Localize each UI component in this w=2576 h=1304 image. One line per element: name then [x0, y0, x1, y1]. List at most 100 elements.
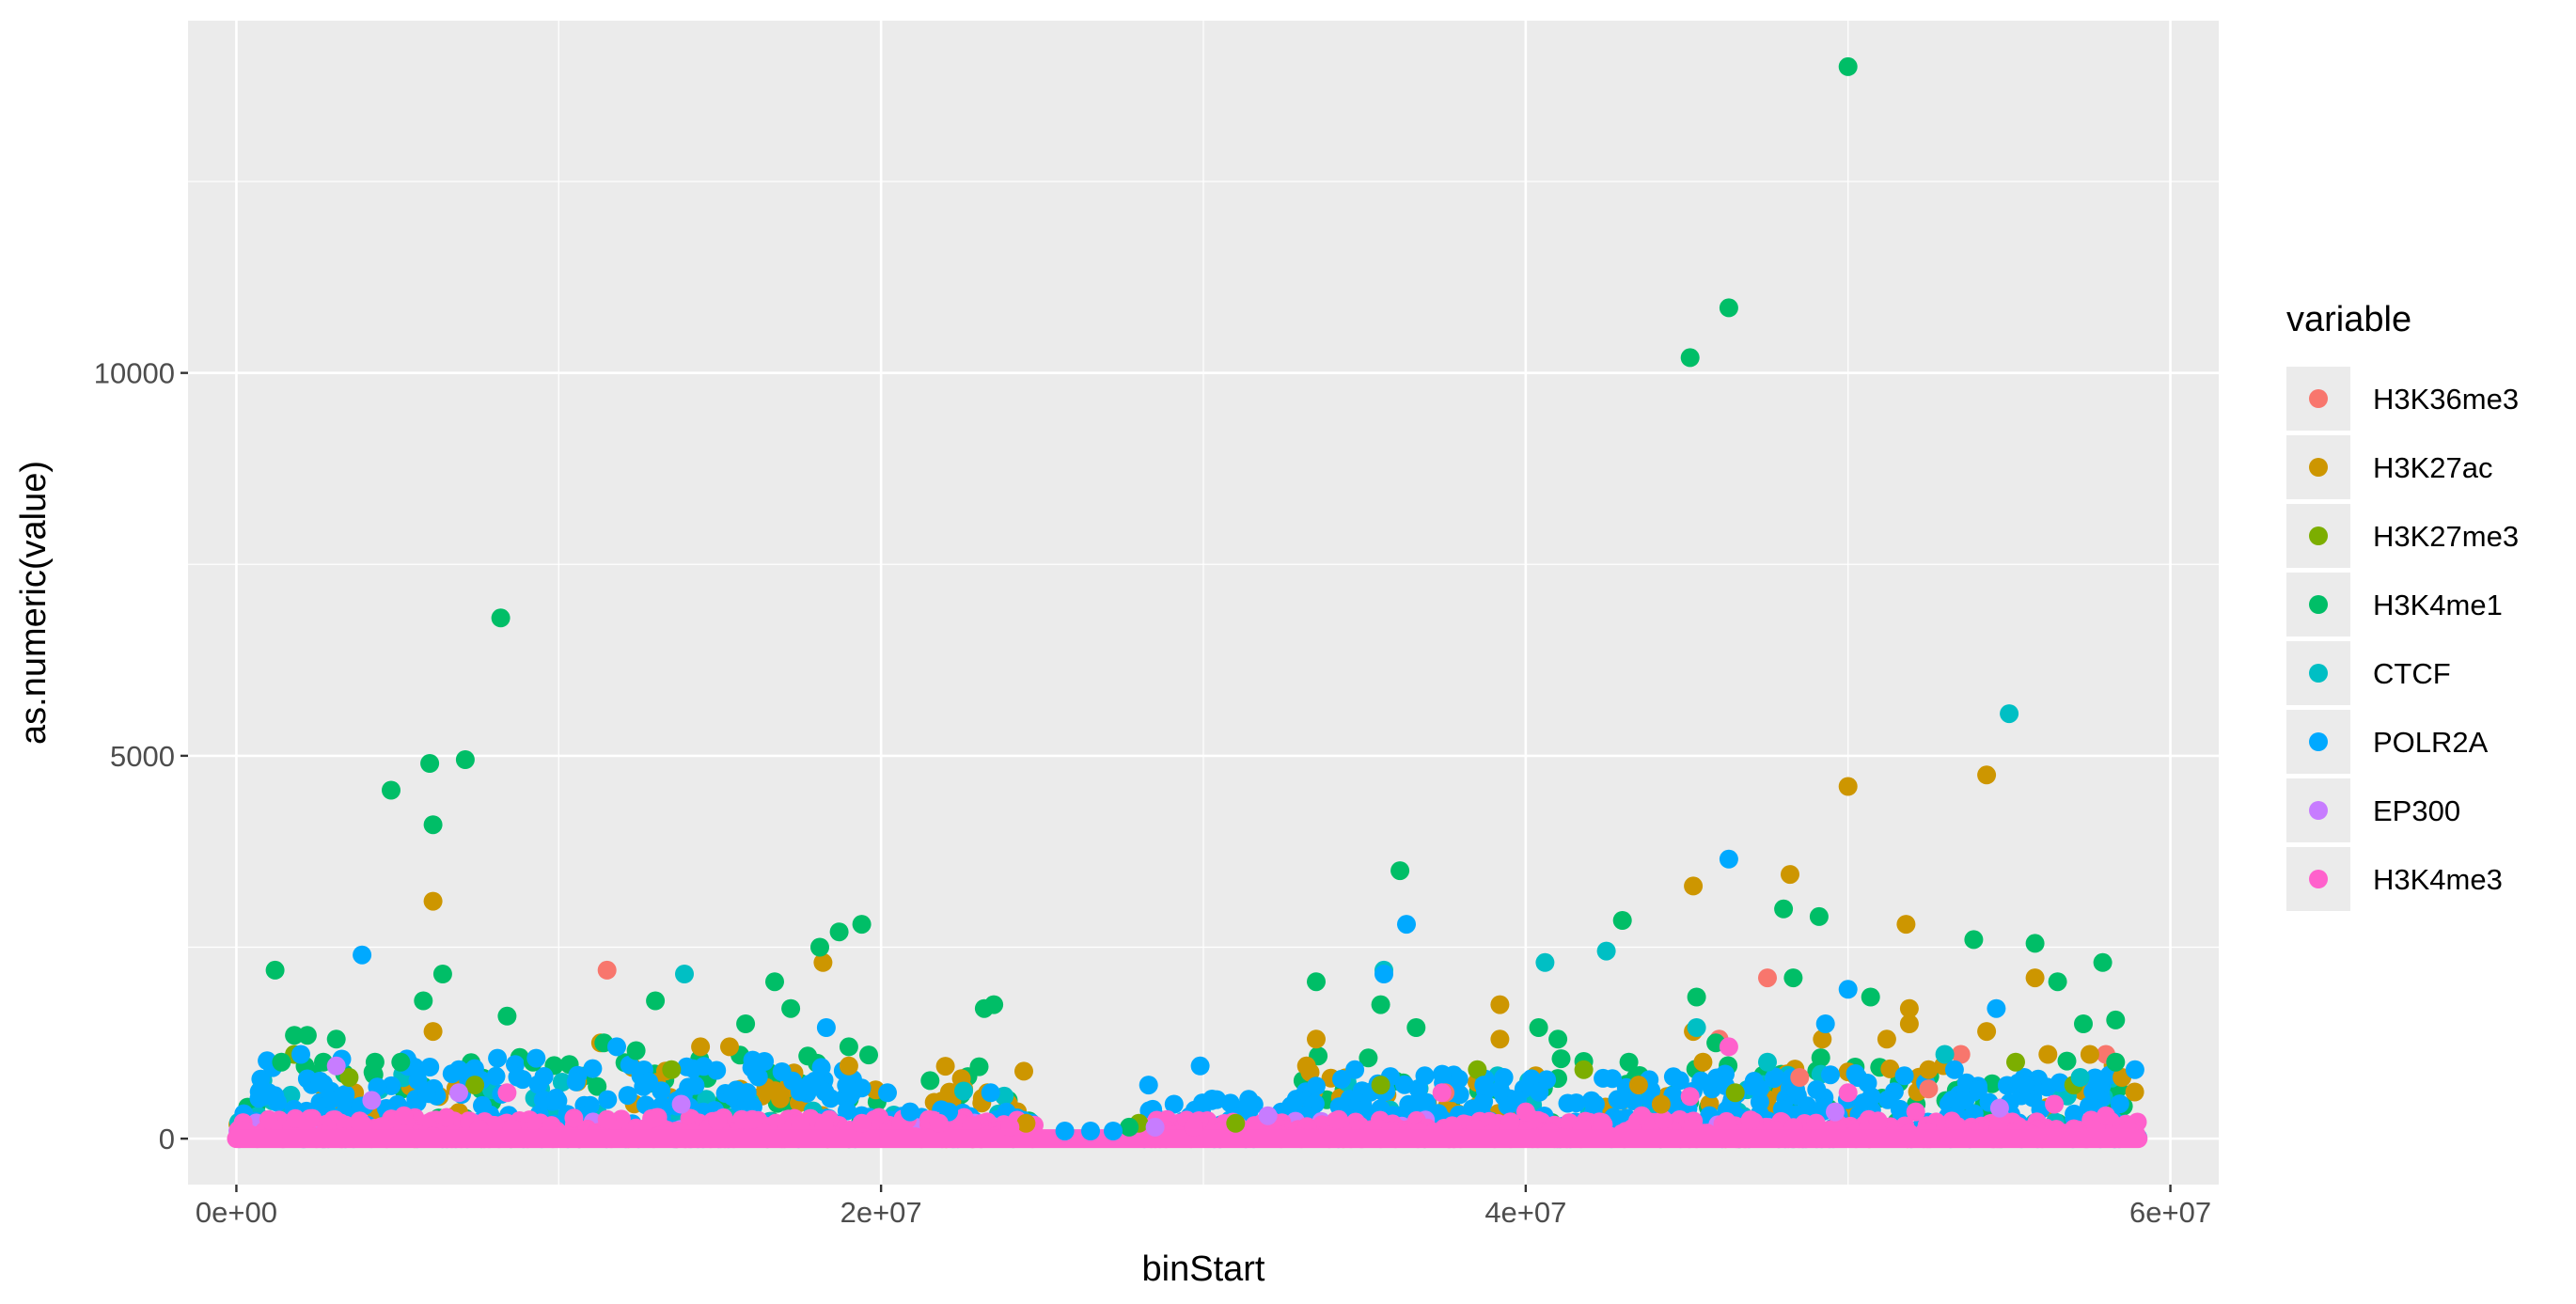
- data-point-polr2a: [1397, 915, 1416, 935]
- data-point-h3k4me1: [1811, 1048, 1830, 1068]
- data-point-polr2a: [1450, 1085, 1469, 1105]
- data-point-polr2a: [473, 1095, 492, 1115]
- data-point-ctcf: [1758, 1052, 1777, 1072]
- legend-item-h3k4me3: H3K4me3: [2286, 847, 2503, 911]
- data-point-polr2a: [508, 1067, 527, 1087]
- data-point-polr2a: [321, 1090, 340, 1109]
- data-point-h3k4me1: [2106, 1052, 2126, 1072]
- data-point-polr2a: [2080, 1096, 2098, 1116]
- data-point-polr2a: [1473, 1094, 1492, 1114]
- x-tick-label: 4e+07: [1484, 1196, 1566, 1229]
- data-point-h3k36me3: [1919, 1079, 1939, 1099]
- legend: variable H3K36me3 H3K27ac H3K27me3 H3K4me1 C…: [2286, 300, 2519, 911]
- data-point-polr2a: [464, 1059, 484, 1078]
- data-point-h3k4me3: [497, 1083, 517, 1103]
- data-point-ep300: [1145, 1117, 1165, 1137]
- legend-key-dot: [2309, 389, 2328, 408]
- data-point-polr2a: [486, 1066, 506, 1086]
- data-point-h3k27ac: [1628, 1076, 1648, 1095]
- data-point-h3k4me3: [1906, 1102, 1925, 1122]
- data-point-h3k4me3: [929, 1113, 949, 1133]
- data-point-h3k27ac: [2038, 1045, 2058, 1064]
- data-point-polr2a: [1608, 1090, 1627, 1109]
- data-point-polr2a: [1585, 1094, 1605, 1114]
- legend-key-dot: [2309, 870, 2328, 888]
- data-point-h3k4me1: [765, 972, 784, 992]
- data-point-polr2a: [783, 1071, 803, 1091]
- data-point-h3k4me3: [2097, 1106, 2115, 1125]
- data-point-polr2a: [1055, 1122, 1075, 1140]
- data-point-ep300: [449, 1083, 468, 1103]
- y-tick-label: 10000: [94, 357, 175, 390]
- data-point-h3k27ac: [1977, 765, 1997, 785]
- data-point-h3k27ac: [839, 1056, 858, 1076]
- data-point-polr2a: [382, 1076, 401, 1095]
- data-point-polr2a: [598, 1090, 618, 1109]
- data-point-h3k4me1: [432, 965, 452, 983]
- data-point-polr2a: [1719, 849, 1738, 869]
- data-point-h3k4me3: [1516, 1102, 1535, 1122]
- data-point-polr2a: [1815, 1014, 1835, 1033]
- data-point-h3k4me1: [969, 1057, 989, 1076]
- data-point-h3k27ac: [771, 1089, 790, 1108]
- data-point-h3k27ac: [1693, 1052, 1713, 1072]
- data-point-polr2a: [405, 1058, 425, 1077]
- data-point-polr2a: [1433, 1064, 1452, 1084]
- legend-label: POLR2A: [2373, 726, 2489, 759]
- legend-label: CTCF: [2373, 657, 2451, 690]
- data-point-h3k4me3: [1806, 1113, 1826, 1133]
- data-point-h3k4me1: [414, 991, 433, 1011]
- legend-key-dot: [2309, 801, 2328, 820]
- data-point-h3k4me1: [1120, 1117, 1139, 1137]
- data-point-h3k4me1: [2106, 1010, 2126, 1029]
- data-point-h3k4me1: [1680, 348, 1700, 368]
- data-point-polr2a: [1345, 1060, 1365, 1079]
- data-point-h3k27ac: [1684, 876, 1704, 896]
- data-point-polr2a: [1081, 1122, 1100, 1140]
- legend-key-dot: [2309, 664, 2328, 683]
- data-point-h3k27ac: [1651, 1094, 1671, 1114]
- data-point-h3k4me1: [810, 937, 829, 957]
- data-point-polr2a: [1766, 1067, 1785, 1087]
- legend-label: H3K4me3: [2373, 863, 2503, 896]
- data-point-h3k4me1: [1838, 56, 1858, 76]
- data-point-polr2a: [618, 1086, 637, 1106]
- data-point-h3k27ac: [1896, 915, 1916, 935]
- data-point-polr2a: [2125, 1060, 2144, 1079]
- data-point-polr2a: [1164, 1094, 1184, 1114]
- data-point-h3k4me1: [852, 915, 872, 935]
- legend-title: variable: [2286, 300, 2411, 339]
- data-point-polr2a: [420, 1058, 440, 1076]
- data-point-polr2a: [1530, 1082, 1549, 1102]
- data-point-h3k27ac: [1490, 1029, 1510, 1049]
- data-point-polr2a: [1490, 1080, 1510, 1100]
- data-point-h3k4me1: [1529, 1018, 1548, 1037]
- data-point-polr2a: [534, 1067, 554, 1086]
- data-point-polr2a: [841, 1084, 861, 1104]
- data-point-h3k4me1: [839, 1037, 858, 1057]
- data-point-ctcf: [1687, 1018, 1706, 1037]
- data-point-h3k27ac: [720, 1037, 739, 1057]
- data-point-h3k27ac: [935, 1057, 955, 1076]
- data-point-h3k4me3: [1719, 1037, 1738, 1057]
- data-point-polr2a: [1238, 1096, 1257, 1116]
- data-point-polr2a: [1894, 1066, 1914, 1086]
- x-tick-label: 6e+07: [2129, 1196, 2211, 1229]
- data-point-ctcf: [954, 1081, 973, 1101]
- data-point-h3k4me1: [781, 998, 801, 1018]
- data-point-h3k4me3: [1632, 1106, 1652, 1125]
- data-point-ctcf: [1596, 941, 1616, 961]
- data-point-polr2a: [1838, 980, 1858, 999]
- data-point-h3k27ac: [1899, 998, 1919, 1018]
- data-point-h3k4me3: [1654, 1109, 1673, 1129]
- data-point-h3k4me1: [1861, 987, 1880, 1007]
- data-point-h3k4me1: [1548, 1029, 1568, 1049]
- x-tick-label: 0e+00: [196, 1196, 277, 1229]
- legend-label: H3K36me3: [2373, 383, 2519, 416]
- data-point-h3k4me1: [646, 991, 666, 1011]
- data-point-h3k4me1: [2025, 934, 2045, 953]
- data-point-h3k4me1: [285, 1026, 305, 1045]
- data-point-polr2a: [1474, 1076, 1494, 1095]
- data-point-polr2a: [2091, 1072, 2111, 1092]
- data-points: [227, 56, 2148, 1149]
